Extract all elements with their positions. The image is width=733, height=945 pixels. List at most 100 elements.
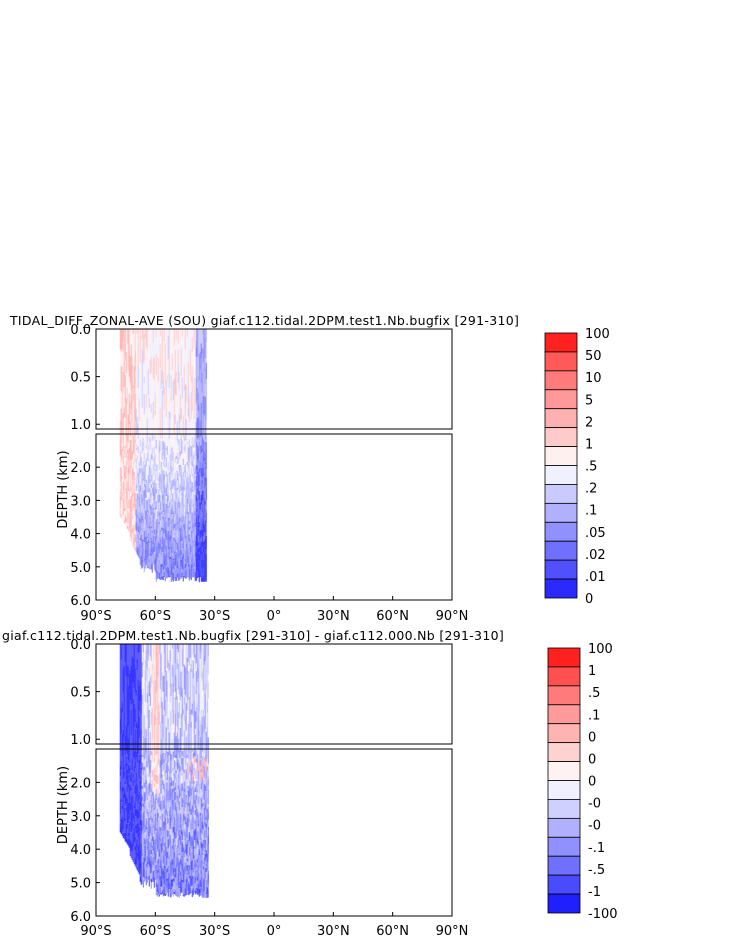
heatmap-cell xyxy=(189,766,191,773)
heatmap-cell xyxy=(167,470,169,477)
heatmap-cell xyxy=(151,492,153,495)
heatmap-cell xyxy=(194,829,196,836)
heatmap-cell xyxy=(122,819,124,830)
heatmap-cell xyxy=(146,558,148,561)
heatmap-cell xyxy=(149,814,151,817)
heatmap-cell xyxy=(195,524,197,535)
heatmap-cell xyxy=(169,671,171,688)
heatmap-cell xyxy=(186,694,188,711)
heatmap-cell xyxy=(157,839,159,849)
heatmap-cell xyxy=(155,873,157,883)
heatmap-cell xyxy=(135,329,137,340)
heatmap-cell xyxy=(138,644,140,653)
heatmap-cell xyxy=(193,866,195,870)
heatmap-cell xyxy=(183,811,185,815)
heatmap-cell xyxy=(159,754,161,761)
heatmap-cell xyxy=(195,751,197,756)
heatmap-cell xyxy=(185,862,187,866)
heatmap-cell xyxy=(158,807,160,815)
heatmap-cell xyxy=(167,859,169,866)
heatmap-cell xyxy=(183,778,185,782)
heatmap-cell xyxy=(156,396,158,420)
heatmap-cell xyxy=(152,448,154,455)
heatmap-cell xyxy=(201,448,203,452)
heatmap-cell xyxy=(202,333,204,349)
heatmap-cell xyxy=(166,364,168,375)
heatmap-cell xyxy=(186,882,188,891)
heatmap-cell xyxy=(132,350,134,377)
heatmap-cell xyxy=(137,799,139,804)
heatmap-cell xyxy=(144,869,146,877)
heatmap-cell xyxy=(196,460,198,466)
heatmap-cell xyxy=(199,812,201,816)
colorbar-label: .5 xyxy=(585,460,597,475)
heatmap-cell xyxy=(180,465,182,468)
heatmap-cell xyxy=(138,438,140,446)
heatmap-cell xyxy=(134,785,136,791)
heatmap-cell xyxy=(120,408,122,437)
heatmap-cell xyxy=(172,894,174,897)
heatmap-cell xyxy=(169,494,171,503)
heatmap-cell xyxy=(199,452,201,463)
heatmap-cell xyxy=(189,550,191,556)
heatmap-cell xyxy=(141,839,143,850)
heatmap-cell xyxy=(137,532,139,534)
heatmap-cell xyxy=(145,435,147,442)
heatmap-cell xyxy=(140,341,142,367)
heatmap-cell xyxy=(194,540,196,549)
heatmap-cell xyxy=(158,756,160,760)
heatmap-cell xyxy=(165,530,167,540)
heatmap-cell xyxy=(131,829,133,839)
heatmap-cell xyxy=(197,560,199,563)
heatmap-cell xyxy=(156,502,158,511)
heatmap-cell xyxy=(175,758,177,767)
heatmap-cell xyxy=(163,808,165,819)
heatmap-cell xyxy=(171,440,173,448)
heatmap-cell xyxy=(186,812,188,818)
heatmap-cell xyxy=(202,490,204,497)
heatmap-cell xyxy=(126,792,128,799)
heatmap-cell xyxy=(157,848,159,859)
heatmap-cell xyxy=(140,556,142,563)
heatmap-cell xyxy=(190,501,192,505)
heatmap-cell xyxy=(155,832,157,835)
heatmap-cell xyxy=(176,408,178,422)
heatmap-cell xyxy=(127,844,129,847)
heatmap-cell xyxy=(184,862,186,870)
heatmap-cell xyxy=(187,839,189,846)
heatmap-cell xyxy=(182,451,184,459)
heatmap-cell xyxy=(154,448,156,455)
heatmap-cell xyxy=(190,837,192,840)
heatmap-cell xyxy=(149,374,151,383)
heatmap-cell xyxy=(122,815,124,820)
heatmap-cell xyxy=(133,816,135,823)
heatmap-cell xyxy=(126,453,128,457)
heatmap-cell xyxy=(151,340,153,366)
heatmap-cell xyxy=(130,811,132,817)
heatmap-cell xyxy=(200,476,202,481)
heatmap-cell xyxy=(148,444,150,454)
heatmap-cell xyxy=(180,549,182,556)
heatmap-cell xyxy=(120,734,122,751)
heatmap-cell xyxy=(136,380,138,402)
heatmap-cell xyxy=(164,549,166,556)
heatmap-cell xyxy=(172,682,174,694)
heatmap-cell xyxy=(140,528,142,531)
heatmap-cell xyxy=(136,526,138,530)
heatmap-cell xyxy=(192,859,194,869)
heatmap-cell xyxy=(154,409,156,416)
heatmap-cell xyxy=(164,817,166,826)
heatmap-cell xyxy=(122,503,124,511)
heatmap-cell xyxy=(185,869,187,880)
heatmap-cell xyxy=(151,832,153,842)
heatmap-cell xyxy=(199,750,201,756)
heatmap-cell xyxy=(166,846,168,852)
heatmap-cell xyxy=(178,489,180,494)
heatmap-cell xyxy=(176,565,178,569)
heatmap-cell xyxy=(134,453,136,462)
heatmap-cell xyxy=(133,779,135,784)
heatmap-cell xyxy=(146,761,148,768)
heatmap-cell xyxy=(161,564,163,567)
heatmap-cell xyxy=(130,486,132,492)
heatmap-cell xyxy=(189,846,191,852)
